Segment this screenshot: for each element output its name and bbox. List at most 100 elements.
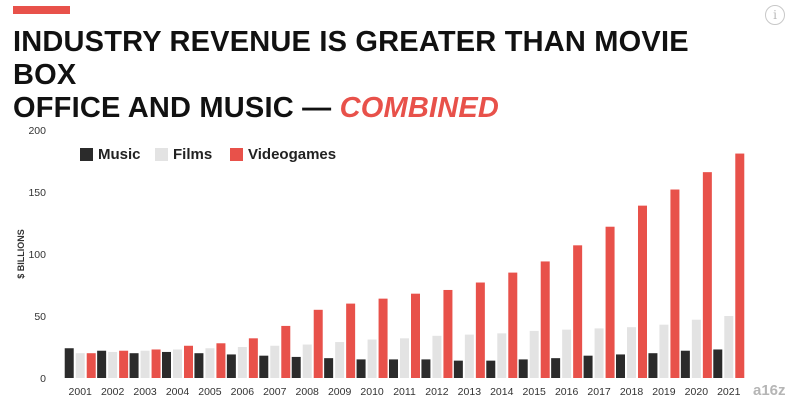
bar-films-2006 [237,347,247,378]
bar-music-2007 [259,355,269,378]
bar-videogames-2019 [670,189,680,378]
x-tick-label: 2018 [620,386,644,398]
bar-music-2013 [453,360,463,378]
watermark-logo: a16z [753,382,786,399]
bar-music-2001 [64,348,74,378]
bar-music-2004 [162,351,171,378]
legend-label-films: Films [173,146,212,163]
bar-videogames-2007 [281,325,291,378]
x-tick-label: 2010 [360,386,384,398]
x-tick-label: 2002 [101,386,125,398]
y-tick-label: 50 [34,311,46,323]
bar-music-2016 [551,358,561,378]
bar-music-2014 [486,360,496,378]
legend-label-music: Music [98,146,141,163]
bar-music-2017 [583,355,593,378]
bar-videogames-2002 [119,350,129,378]
bar-videogames-2006 [248,338,258,378]
x-tick-label: 2021 [717,386,741,398]
bar-films-2021 [724,316,734,378]
bar-films-2005 [205,348,215,378]
bar-films-2011 [400,338,409,378]
bar-videogames-2005 [216,343,226,378]
bar-videogames-2010 [378,298,388,378]
bar-music-2005 [194,353,204,378]
bar-music-2006 [226,354,236,378]
title-line-2: OFFICE AND MUSIC — COMBINED [13,92,753,125]
x-tick-label: 2016 [555,386,579,398]
bar-music-2003 [129,353,139,378]
bar-films-2019 [659,324,669,378]
bar-films-2001 [75,353,85,378]
x-tick-label: 2019 [652,386,676,398]
bar-videogames-2012 [443,289,453,378]
bar-videogames-2014 [508,272,518,378]
bar-films-2016 [562,329,572,378]
bar-films-2013 [464,334,474,378]
revenue-chart: 0 50 100 150 200 $ BILLIONS 2001 2002 2003 2004 20… [16,125,745,398]
x-tick-label: 2003 [133,386,157,398]
x-tick-label: 2006 [231,386,255,398]
x-tick-label: 2008 [296,386,320,398]
bar-music-2021 [713,349,723,378]
y-tick-label: 200 [28,125,46,137]
bar-films-2008 [302,344,312,378]
x-tick-label: 2005 [198,386,222,398]
bar-videogames-2015 [540,261,550,378]
x-tick-label: 2007 [263,386,287,398]
bar-music-2015 [518,359,528,378]
x-tick-label: 2011 [393,386,416,398]
bar-videogames-2020 [702,172,712,378]
title-accent: COMBINED [339,92,500,124]
legend-swatch-films [155,148,168,161]
bar-music-2008 [291,356,301,378]
bar-music-2010 [356,359,366,378]
bar-films-2020 [691,319,701,378]
bar-films-2009 [335,342,345,378]
y-tick-label: 0 [40,373,46,385]
bar-films-2004 [173,349,182,378]
x-tick-label: 2012 [425,386,449,398]
bar-music-2011 [389,359,398,378]
bar-videogames-2018 [638,205,647,378]
bar-videogames-2004 [184,345,193,378]
legend-label-videogames: Videogames [248,146,336,163]
y-axis-label: $ BILLIONS [16,229,26,279]
bar-music-2009 [324,358,334,378]
bar-films-2003 [140,350,150,378]
legend-swatch-music [80,148,93,161]
x-tick-label: 2004 [166,386,190,398]
bar-videogames-2009 [346,303,356,378]
title-line-1: INDUSTRY REVENUE IS GREATER THAN MOVIE B… [13,26,689,91]
bar-videogames-2016 [573,245,583,378]
info-icon[interactable]: i [765,5,785,25]
bar-music-2002 [97,350,107,378]
bar-films-2015 [529,330,539,378]
y-tick-label: 150 [28,187,46,199]
bar-music-2018 [616,354,625,378]
bar-music-2012 [421,359,431,378]
bar-videogames-2021 [735,153,745,378]
bar-films-2002 [108,351,118,378]
bar-films-2007 [270,345,280,378]
bar-videogames-2013 [475,282,485,378]
x-tick-label: 2017 [587,386,611,398]
bar-films-2018 [627,327,636,378]
bar-films-2014 [497,333,507,378]
accent-bar [13,6,70,14]
bar-films-2010 [367,339,377,378]
x-tick-label: 2009 [328,386,352,398]
bar-films-2012 [432,335,442,378]
legend-swatch-videogames [230,148,243,161]
x-tick-label: 2001 [69,386,93,398]
x-tick-label: 2015 [523,386,547,398]
title-line-2-text: OFFICE AND MUSIC — [13,92,332,124]
bar-videogames-2017 [605,226,615,378]
bar-videogames-2011 [411,293,420,378]
y-tick-label: 100 [28,249,46,261]
bar-videogames-2008 [313,309,323,378]
x-tick-label: 2020 [685,386,709,398]
bar-music-2020 [680,350,690,378]
x-tick-label: 2014 [490,386,514,398]
bar-videogames-2001 [86,353,96,378]
